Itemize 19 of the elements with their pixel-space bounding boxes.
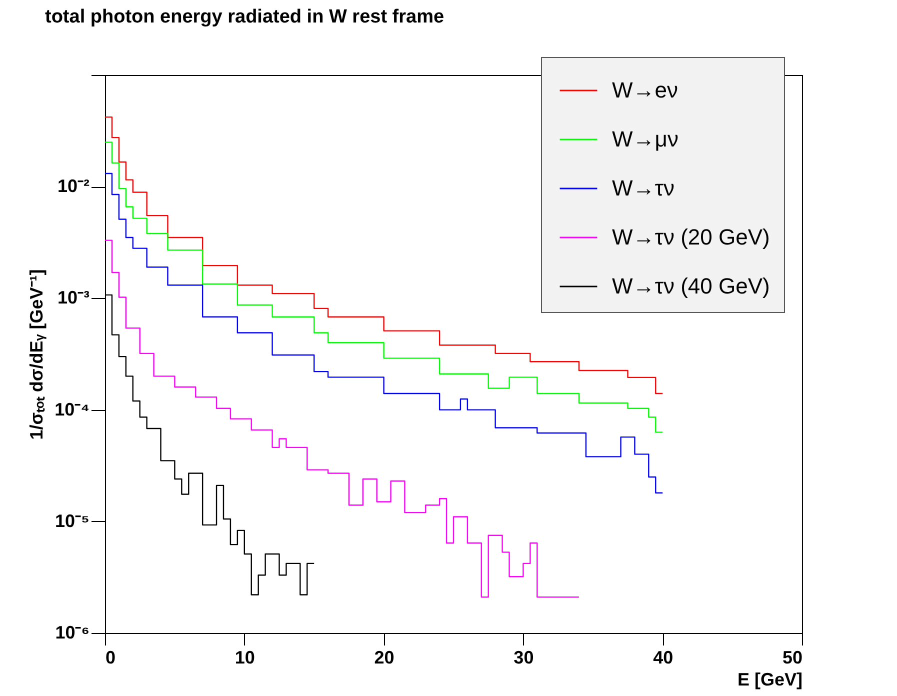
x-axis-title: E [GeV] <box>737 670 802 690</box>
y-tick-label: 10⁻⁴ <box>54 399 90 420</box>
y-tick-label: 10⁻⁶ <box>55 622 90 642</box>
legend-label: W→τν (20 GeV) <box>612 224 770 250</box>
x-tick-label: 50 <box>782 648 802 668</box>
legend-label: W→τν (40 GeV) <box>612 274 770 298</box>
y-tick-label: 10⁻⁵ <box>55 510 90 531</box>
x-tick-label: 10 <box>234 648 255 668</box>
legend-label: W→μν <box>612 126 678 152</box>
chart-title: total photon energy radiated in W rest frame <box>45 6 444 28</box>
legend-label: W→τν <box>612 176 674 200</box>
y-axis-title: 1/σₜₒₜ dσ/dEᵧ [GeV⁻¹] <box>26 269 47 440</box>
x-tick-label: 20 <box>374 648 394 668</box>
x-tick-label: 0 <box>106 648 116 668</box>
y-tick-label: 10⁻² <box>57 176 90 196</box>
legend-label: W→eν <box>612 78 678 102</box>
x-tick-label: 40 <box>653 648 674 668</box>
x-tick-label: 30 <box>514 648 534 668</box>
y-tick-label: 10⁻³ <box>57 288 90 308</box>
